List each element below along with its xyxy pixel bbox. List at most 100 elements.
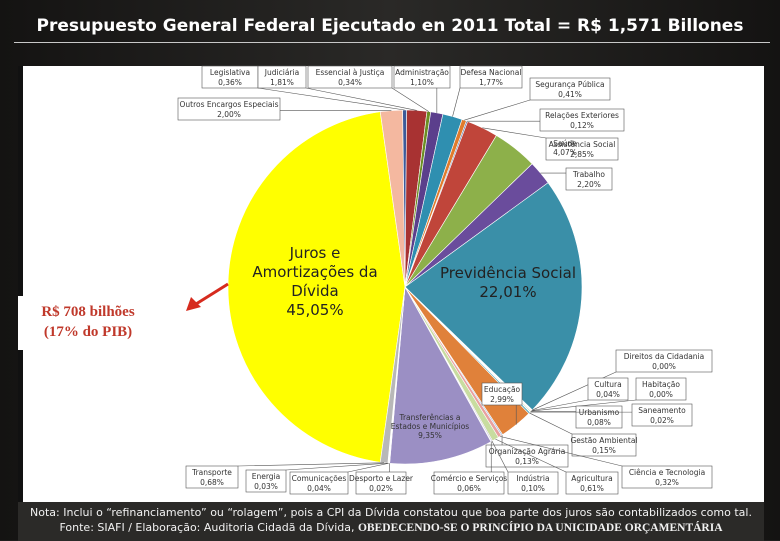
label-box (393, 65, 451, 89)
slice-value: 22,01% (479, 283, 536, 301)
leader-line (499, 436, 623, 467)
slice-name: Saneamento (638, 406, 686, 415)
slice-value: 0,13% (515, 457, 539, 466)
footnote-source: Fonte: SIAFI / Elaboração: Auditoria Cid… (59, 521, 358, 534)
slice-name: Relações Exteriores (545, 111, 619, 120)
footnote-line-1: Nota: Inclui o “refinanciamento” ou “rol… (30, 506, 752, 519)
slice-name: Educação (484, 385, 521, 394)
leader-line (391, 87, 430, 112)
slice-name: Energia (252, 472, 281, 481)
slice-name: Comércio e Serviços (431, 474, 508, 483)
slice-name: Trabalho (572, 170, 605, 179)
debt-callout-amount: R$ 708 bilhões (41, 304, 135, 320)
label-box (481, 382, 523, 406)
label-box (185, 465, 239, 489)
leader-line (237, 462, 385, 467)
slice-value: 2,20% (577, 180, 601, 189)
slice-name: Urbanismo (579, 408, 620, 417)
slice-name: Transferências a (398, 413, 460, 422)
leader-line (452, 87, 461, 117)
label-box (621, 465, 713, 489)
slice-value: 2,00% (217, 110, 241, 119)
leader-line (529, 412, 573, 435)
leader-line (257, 87, 405, 111)
slice-value: 0,08% (587, 418, 611, 427)
label-box (289, 471, 349, 495)
label-box (257, 65, 307, 89)
pie-slices (227, 109, 583, 465)
label-box (177, 97, 281, 121)
label-box (565, 167, 613, 191)
leader-line (347, 462, 389, 473)
slice-previdencia-social (404, 182, 583, 411)
label-box (571, 433, 637, 457)
slice-name: Comunicações (292, 474, 347, 483)
slice-value: 4,07% (553, 148, 577, 157)
slice-value: 0,34% (338, 78, 362, 87)
slice-name: Direitos da Cidadania (624, 352, 705, 361)
slice-value: 0,41% (558, 90, 582, 99)
leader-line (531, 399, 637, 412)
slice-value: 0,15% (592, 446, 616, 455)
slice-name: Organização Agrária (489, 447, 566, 456)
slice-name: Estados e Municípios (391, 422, 470, 431)
leader-line (464, 99, 531, 121)
debt-callout-pib: (17% do PIB) (43, 324, 133, 340)
footnote-line-2: Fonte: SIAFI / Elaboração: Auditoria Cid… (18, 520, 764, 536)
slice-name: Administração (395, 68, 449, 77)
leader-line (285, 462, 389, 471)
label-box (245, 469, 287, 493)
title-underline (14, 42, 770, 43)
footnote-principle: OBEDECENDO-SE O PRINCÍPIO DA UNICIDADE O… (357, 522, 723, 534)
slice-name: Assistência Social (549, 140, 616, 149)
slice-name: Desporto e Lazer (349, 474, 414, 483)
slice-name: Ciência e Tecnologia (629, 468, 705, 477)
slice-transferencias-a-estados-e-municipios (389, 285, 492, 465)
slice-name: Cultura (594, 380, 621, 389)
label-box (507, 471, 559, 495)
slice-value: 0,04% (307, 484, 331, 493)
slice-name: Amortizações da (252, 263, 377, 281)
slice-value: 1,81% (270, 78, 294, 87)
leader-line (482, 127, 547, 139)
slice-name: Defesa Nacional (461, 68, 522, 77)
slice-name: Essencial à Justiça (316, 68, 385, 77)
slice-value: 9,35% (418, 431, 442, 440)
debt-callout-box: R$ 708 bilhões (17% do PIB) (18, 296, 158, 350)
slice-name: Previdência Social (440, 264, 576, 282)
slice-value: 1,77% (479, 78, 503, 87)
slice-value: 0,02% (650, 416, 674, 425)
arrow-shaft (195, 282, 229, 306)
label-box (587, 377, 629, 401)
label-box (635, 377, 687, 401)
label-box (485, 444, 569, 468)
slice-name: Outros Encargos Especiais (179, 100, 278, 109)
panel-left-strip (18, 66, 23, 502)
slide-title: Presupuesto General Federal Ejecutado en… (36, 16, 744, 36)
slice-name: Dívida (291, 282, 338, 300)
label-box (631, 403, 693, 427)
label-box (545, 137, 619, 161)
